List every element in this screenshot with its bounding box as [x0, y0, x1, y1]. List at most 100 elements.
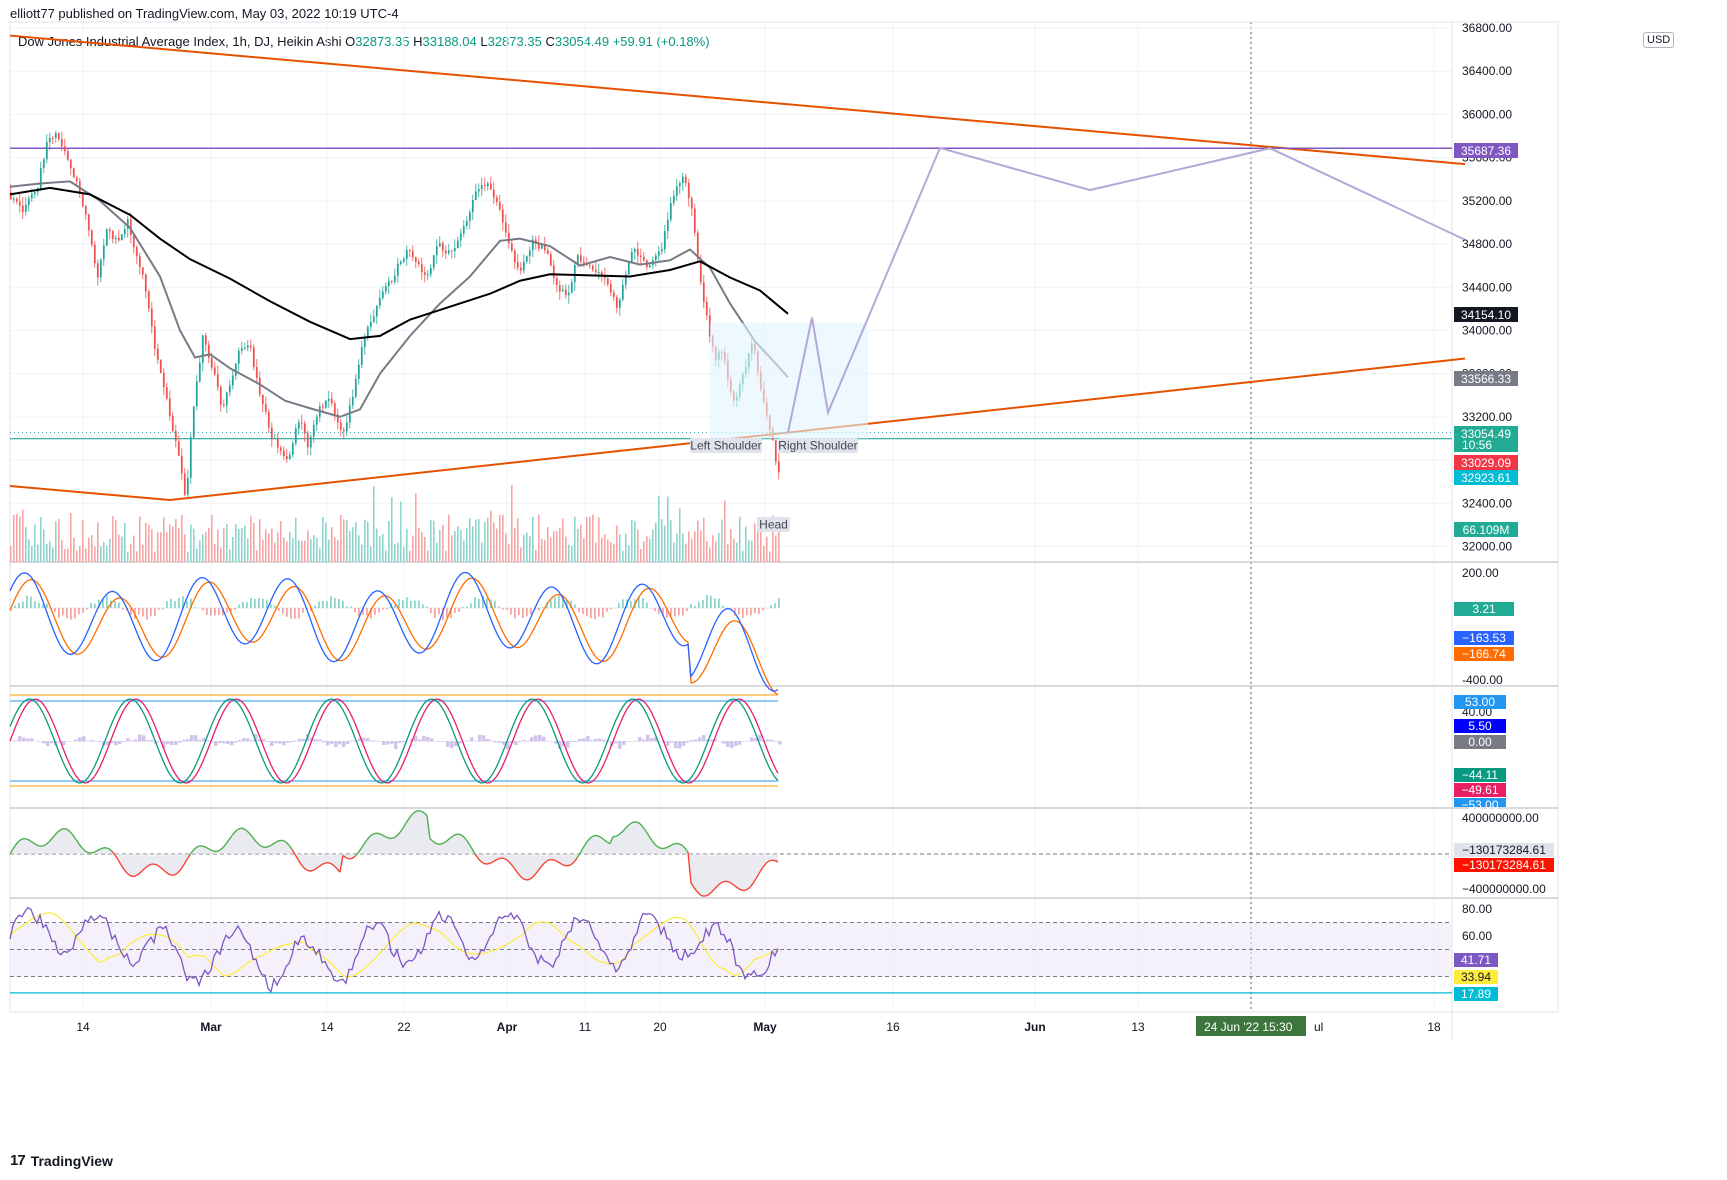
volume-bar [547, 527, 549, 562]
candle-body [243, 347, 246, 349]
mf-segment [231, 831, 236, 836]
annotation-label: Left Shoulder [690, 439, 761, 453]
volume-bar [568, 544, 570, 562]
stoch-histogram-bar [70, 740, 74, 742]
candle-body [12, 198, 15, 200]
mf-segment [27, 838, 32, 842]
candle-body [75, 177, 78, 182]
candle-body [429, 267, 432, 275]
candle-body [669, 203, 672, 220]
currency-button[interactable]: USD [1643, 32, 1675, 48]
symbol-title[interactable]: Dow Jones Industrial Average Index, 1h, … [18, 34, 342, 49]
volume-bar [178, 527, 180, 562]
price-badge [1454, 307, 1518, 322]
volume-bar [364, 519, 366, 562]
candle-body [534, 239, 537, 244]
stoch-histogram-bar [298, 738, 302, 742]
stoch-histogram-bar [290, 741, 294, 743]
mf-segment [264, 846, 269, 848]
candle-body [372, 316, 375, 322]
candle-body [546, 250, 549, 254]
candle-body [27, 198, 30, 205]
candle-body [114, 237, 117, 240]
mf-segment [129, 874, 134, 878]
ohlc-high: H33188.04 [413, 34, 477, 49]
mf-segment [369, 833, 374, 837]
volume-bar [310, 539, 312, 562]
macd-histogram-bar [346, 606, 348, 608]
volume-bar [496, 528, 498, 562]
macd-histogram-bar [150, 608, 152, 617]
mf-segment [609, 836, 614, 845]
volume-bar [661, 519, 663, 562]
volume-bar [244, 525, 246, 562]
ohlc-open: O32873.35 [345, 34, 410, 49]
candle-body [108, 229, 111, 232]
mf-segment [678, 843, 683, 846]
volume-bar [754, 523, 756, 562]
macd-histogram-bar [74, 608, 76, 619]
candle-body [603, 275, 606, 279]
macd-histogram-bar [190, 598, 192, 608]
volume-bar [193, 528, 195, 562]
stoch-histogram-bar [94, 740, 98, 742]
macd-histogram-bar [522, 608, 524, 618]
annotations: Left Shoulder Right Shoulder Head [690, 438, 858, 532]
volume-bar [253, 522, 255, 562]
macd-histogram-bar [550, 600, 552, 608]
mf-segment [24, 837, 29, 841]
stoch-d-line [9, 698, 779, 784]
candle-body [45, 142, 48, 160]
stoch-histogram-bar [322, 741, 326, 743]
candle-body [162, 372, 165, 388]
stoch-histogram-bar [462, 741, 466, 742]
mf-segment [45, 841, 50, 846]
macd-histogram-bar [70, 608, 72, 620]
macd-histogram-bar [514, 608, 516, 619]
stoch-histogram-bar [218, 741, 222, 744]
tradingview-logo[interactable]: 17 TradingView [10, 1152, 113, 1169]
stoch-histogram-bar [286, 741, 290, 743]
volume-bar [55, 521, 57, 562]
lower-trendline [9, 357, 1466, 502]
stoch-histogram-bar [10, 741, 14, 742]
mf-segment [258, 843, 263, 848]
volume-bar [430, 519, 432, 562]
volume-bar [259, 519, 261, 562]
stoch-histogram-bar [718, 741, 722, 742]
volume-bar [16, 514, 18, 562]
candle-body [630, 251, 633, 262]
volume-bar [607, 539, 609, 562]
volume-bar [457, 526, 459, 562]
volume-bar [709, 547, 711, 562]
candle-body [519, 267, 522, 271]
candle-body [30, 194, 33, 199]
stoch-histogram-bar [378, 741, 382, 742]
stoch-badge [1454, 768, 1506, 782]
volume-bar [220, 547, 222, 562]
volume-bar [175, 519, 177, 562]
candle-body [495, 197, 498, 202]
volume-bar [673, 542, 675, 562]
macd-histogram-bar [286, 608, 288, 617]
candle-body [171, 415, 174, 431]
candle-body [168, 398, 171, 416]
stoch-histogram-bar [726, 741, 730, 748]
mf-segment [33, 842, 38, 846]
time-tick-label: 18 [1427, 1020, 1441, 1034]
candle-body [174, 430, 177, 441]
candle-body [582, 261, 585, 263]
macd-histogram-bar [642, 598, 644, 608]
candle-body [333, 403, 336, 415]
macd-histogram-bar [494, 600, 496, 608]
candle-body [390, 280, 393, 282]
macd-histogram-bar [174, 601, 176, 608]
volume-bar [313, 534, 315, 562]
stoch-histogram-bar [670, 741, 674, 743]
volume-bar [217, 529, 219, 562]
candle-body [705, 301, 708, 316]
candle-body [15, 198, 18, 202]
mf-segment [669, 843, 674, 847]
volume-bar [505, 533, 507, 562]
